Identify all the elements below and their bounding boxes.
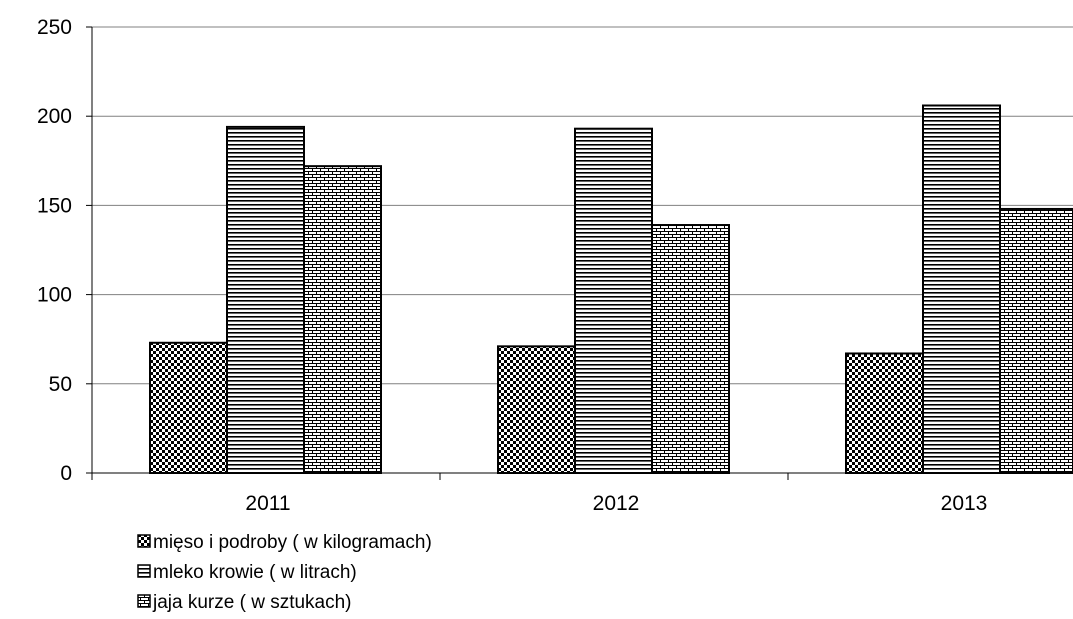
bar-2012-series-1	[497, 345, 576, 474]
y-tick-label: 200	[37, 105, 72, 128]
bar-2012-series-3	[651, 224, 730, 474]
legend-label-2: mleko krowie ( w litrach)	[153, 562, 357, 583]
legend-label-1: mięso i podroby ( w kilogramach)	[153, 532, 432, 553]
axes	[86, 26, 1073, 480]
tick-labels: 0 50 100 150 200 250 2011 2012 2013	[37, 16, 987, 515]
y-tick-label: 150	[37, 194, 72, 217]
y-tick-label: 0	[60, 462, 72, 485]
y-tick-label: 250	[37, 16, 72, 39]
legend-swatch-2	[137, 564, 151, 578]
legend-swatch-3	[137, 594, 151, 608]
x-tick-label-2011: 2011	[245, 492, 290, 515]
bar-2013-series-2	[922, 104, 1001, 474]
x-tick-label-2013: 2013	[941, 492, 988, 515]
bar-2011-series-2	[226, 125, 305, 475]
y-tick-label: 50	[49, 373, 72, 396]
x-tick-label-2012: 2012	[593, 492, 640, 515]
bar-2012-series-2	[574, 127, 653, 475]
y-tick-label: 100	[37, 284, 72, 307]
legend-label-3: jaja kurze ( w sztukach)	[152, 592, 352, 613]
bar-2011-series-1	[149, 341, 228, 474]
bar-2013-series-3	[999, 207, 1073, 475]
legend-swatch-1	[137, 534, 151, 548]
bar-2013-series-1	[845, 352, 924, 474]
bar-2011-series-3	[303, 165, 382, 474]
legend: mięso i podroby ( w kilogramach) mleko kr…	[137, 532, 432, 613]
bars	[149, 104, 1073, 475]
